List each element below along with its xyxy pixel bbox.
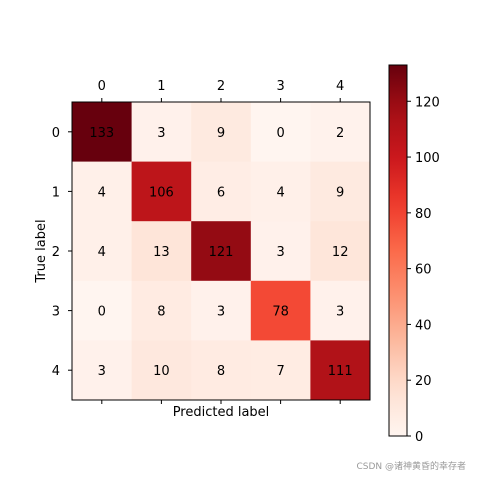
cell-label-r0-c3: 0 [276,126,284,141]
heatmap-cell-r3-c1 [131,280,192,341]
cell-label-r2-c0: 4 [98,245,106,260]
cell-label-r1-c4: 9 [336,185,344,200]
cell-label-r4-c0: 3 [98,364,106,379]
heatmap-cell-r0-c1 [131,102,192,163]
heatmap-cell-r3-c0 [72,280,133,341]
cell-label-r1-c1: 106 [149,185,174,200]
watermark: CSDN @诸神黄昏的幸存者 [356,462,466,472]
heatmap-cell-r4-c1 [131,340,192,401]
heatmap-cell-r3-c2 [191,280,252,341]
x-tick-label-1: 1 [157,79,165,94]
cell-label-r2-c2: 121 [209,245,234,260]
colorbar [388,64,408,437]
heatmap-cell-r2-c4 [310,221,371,282]
colorbar-tick-label-3: 60 [415,263,432,278]
heatmap-cell-r0-c4 [310,102,371,163]
cell-label-r3-c1: 8 [157,305,165,320]
colorbar-ticks: 0 20 40 60 80 100 120 [407,95,440,445]
x-axis-ticks: 0 1 2 3 4 [98,79,344,404]
colorbar-tick-label-6: 120 [415,95,440,110]
x-tick-label-4: 4 [336,79,344,94]
heatmap-cell-r2-c3 [250,221,311,282]
cell-label-r3-c0: 0 [98,305,106,320]
y-axis-ticks: 0 1 2 3 4 [52,126,72,379]
colorbar-tick-label-1: 20 [415,374,432,389]
x-axis-label: Predicted label [173,405,270,420]
heatmap-cell-r1-c1 [131,161,192,222]
heatmap-cell-r1-c4 [310,161,371,222]
y-tick-label-1: 1 [52,185,60,200]
y-axis-label: True label [34,219,49,283]
cell-label-r3-c2: 3 [217,305,225,320]
y-tick-label-4: 4 [52,364,60,379]
heatmap-cell-r0-c2 [191,102,252,163]
y-tick-label-0: 0 [52,126,60,141]
cell-label-r0-c0: 133 [89,126,114,141]
heatmap-cell-r2-c1 [131,221,192,282]
heatmap-cell-r1-c3 [250,161,311,222]
heatmap-cell-r3-c4 [310,280,371,341]
y-tick-label-3: 3 [52,305,60,320]
cell-label-r0-c1: 3 [157,126,165,141]
cell-label-r0-c4: 2 [336,126,344,141]
heatmap-cells [72,102,371,401]
cell-label-r3-c3: 78 [272,305,289,320]
colorbar-tick-label-2: 40 [415,318,432,333]
cell-label-r0-c2: 9 [217,126,225,141]
heatmap-cell-r4-c2 [191,340,252,401]
heatmap-cell-r4-c4 [310,340,371,401]
heatmap-cell-r0-c0 [72,102,133,163]
heatmap-cell-r4-c3 [250,340,311,401]
cell-label-r1-c3: 4 [276,185,284,200]
cell-label-r2-c1: 13 [153,245,170,260]
x-tick-label-0: 0 [98,79,106,94]
cell-label-r2-c4: 12 [332,245,349,260]
heatmap-cell-r0-c3 [250,102,311,163]
heatmap-cell-r3-c3 [250,280,311,341]
cell-value-labels: 133 3 9 0 2 4 106 6 4 9 4 13 121 3 12 0 8 3 78 3 3 10 8 7 111 [89,126,352,379]
x-tick-label-3: 3 [276,79,284,94]
colorbar-tick-label-4: 80 [415,207,432,222]
heatmap-cell-r1-c0 [72,161,133,222]
heatmap-cell-r1-c2 [191,161,252,222]
cell-label-r4-c3: 7 [276,364,284,379]
colorbar-tick-label-5: 100 [415,151,440,166]
heatmap-cell-r2-c2 [191,221,252,282]
cell-label-r4-c1: 10 [153,364,170,379]
cell-label-r1-c0: 4 [98,185,106,200]
heatmap-cell-r4-c0 [72,340,133,401]
y-tick-label-2: 2 [52,245,60,260]
colorbar-tick-label-0: 0 [415,430,423,445]
cell-label-r4-c2: 8 [217,364,225,379]
cell-label-r2-c3: 3 [276,245,284,260]
cell-label-r4-c4: 111 [328,364,353,379]
cell-label-r3-c4: 3 [336,305,344,320]
heatmap-cell-r2-c0 [72,221,133,282]
x-tick-label-2: 2 [217,79,225,94]
cell-label-r1-c2: 6 [217,185,225,200]
